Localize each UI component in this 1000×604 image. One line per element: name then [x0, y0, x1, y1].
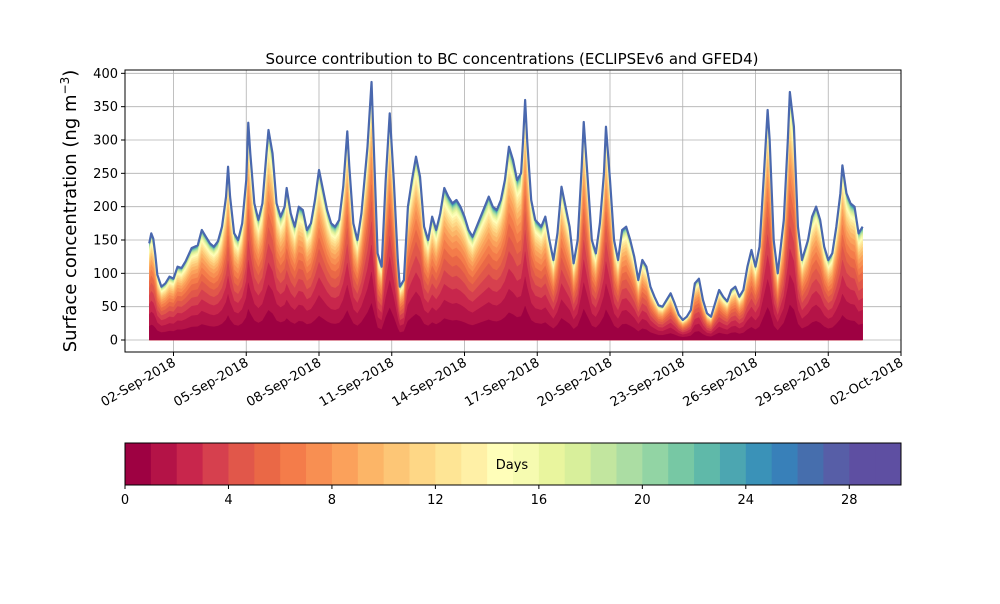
x-tick-label: 17-Sep-2018	[462, 355, 542, 410]
x-tick-label: 20-Sep-2018	[535, 355, 615, 410]
colorbar-segment	[461, 443, 488, 485]
colorbar-segment	[487, 443, 514, 485]
colorbar-segment	[694, 443, 721, 485]
y-tick-label: 300	[93, 134, 118, 149]
colorbar-segment	[538, 443, 566, 485]
colorbar-segment	[202, 443, 229, 485]
colorbar-segment	[280, 443, 307, 485]
x-axis-ticks: 02-Sep-201805-Sep-201808-Sep-201811-Sep-…	[99, 352, 906, 410]
colorbar-segment	[331, 443, 359, 485]
y-tick-label: 250	[93, 167, 118, 182]
colorbar-segment	[642, 443, 669, 485]
total-outline-line	[148, 80, 864, 322]
colorbar-label: Days	[496, 458, 529, 473]
colorbar-segment	[306, 443, 333, 485]
x-tick-label: 29-Sep-2018	[753, 355, 833, 410]
colorbar-tick-label: 12	[427, 493, 444, 508]
total-outline	[148, 80, 864, 322]
colorbar-segment	[616, 443, 643, 485]
colorbar-segment	[513, 443, 540, 485]
x-tick-label: 05-Sep-2018	[171, 355, 251, 410]
colorbar-tick-label: 8	[328, 493, 336, 508]
y-axis-label-main: Surface concentration (ng m	[60, 94, 81, 352]
colorbar-segment	[668, 443, 695, 485]
y-tick-label: 150	[93, 234, 118, 249]
colorbar-segment	[435, 443, 462, 485]
colorbar-segment	[771, 443, 798, 485]
colorbar-frame	[124, 442, 902, 486]
x-tick-label: 23-Sep-2018	[608, 355, 688, 410]
days-colorbar	[125, 443, 902, 485]
y-tick-label: 200	[93, 200, 118, 215]
y-tick-label: 350	[93, 100, 118, 115]
colorbar-segment	[797, 443, 824, 485]
x-tick-label: 26-Sep-2018	[681, 355, 761, 410]
y-axis-label: Surface concentration (ng m−3)	[58, 70, 81, 353]
x-tick-label: 02-Sep-2018	[99, 355, 179, 410]
x-tick-label: 11-Sep-2018	[317, 355, 397, 410]
y-axis-label-close: )	[60, 70, 81, 77]
colorbar-segment	[383, 443, 410, 485]
area-layer-day-0	[149, 303, 863, 341]
colorbar-segment	[357, 443, 385, 485]
colorbar-tick-label: 4	[224, 493, 232, 508]
stacked-area-layers	[149, 81, 863, 341]
colorbar-tick-label: 28	[841, 493, 858, 508]
colorbar-segment	[849, 443, 876, 485]
x-tick-label: 02-Oct-2018	[828, 355, 906, 409]
colorbar-segment	[875, 443, 902, 485]
colorbar-segment	[409, 443, 436, 485]
colorbar-segment	[745, 443, 773, 485]
colorbar-segment	[823, 443, 850, 485]
y-tick-label: 400	[93, 67, 118, 82]
plot-frame	[124, 69, 902, 353]
chart-title: Source contribution to BC concentrations…	[265, 50, 758, 68]
colorbar-segment	[719, 443, 747, 485]
y-tick-label: 50	[101, 300, 118, 315]
colorbar-segment	[590, 443, 617, 485]
x-tick-label: 08-Sep-2018	[244, 355, 324, 410]
colorbar-ticks: 0 4 8 12 16 20 24 28	[121, 485, 858, 508]
colorbar-segment	[150, 443, 178, 485]
colorbar-segment	[564, 443, 591, 485]
colorbar-segment	[228, 443, 255, 485]
y-axis-ticks: 0 50 100 150 200 250 300 350 400	[93, 67, 125, 349]
colorbar-segment	[125, 443, 152, 485]
colorbar-segment	[176, 443, 203, 485]
colorbar-tick-label: 16	[531, 493, 548, 508]
colorbar-tick-label: 20	[634, 493, 651, 508]
y-tick-label: 100	[93, 267, 118, 282]
y-tick-label: 0	[110, 334, 118, 349]
x-tick-label: 14-Sep-2018	[390, 355, 470, 410]
colorbar-segment	[254, 443, 281, 485]
y-axis-label-sup: −3	[58, 77, 72, 95]
colorbar-tick-label: 24	[738, 493, 755, 508]
colorbar-tick-label: 0	[121, 493, 129, 508]
